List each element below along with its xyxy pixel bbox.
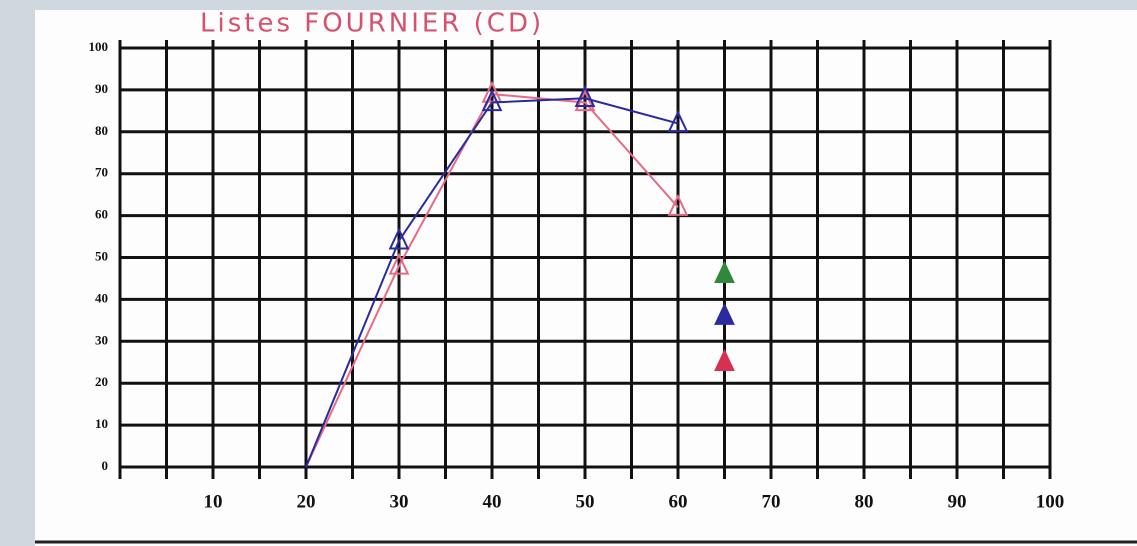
marker bbox=[667, 193, 689, 216]
x-tick-label: 20 bbox=[297, 491, 316, 512]
point-marker bbox=[714, 348, 735, 371]
line bbox=[305, 97, 679, 468]
y-tick-label: 30 bbox=[95, 332, 108, 347]
marker bbox=[481, 89, 503, 112]
line bbox=[305, 93, 679, 468]
x-tick-label: 50 bbox=[576, 491, 595, 512]
marker bbox=[388, 227, 410, 250]
y-tick-label: 0 bbox=[102, 458, 109, 473]
y-tick-label: 100 bbox=[89, 39, 109, 54]
y-tick-label: 50 bbox=[95, 248, 108, 263]
marker bbox=[574, 89, 596, 112]
x-tick-label: 90 bbox=[948, 491, 967, 512]
x-tick-label: 40 bbox=[483, 491, 502, 512]
x-tick-label: 80 bbox=[855, 491, 874, 512]
y-tick-label: 20 bbox=[95, 374, 108, 389]
x-tick-label: 100 bbox=[1036, 491, 1065, 512]
x-tick-label: 70 bbox=[762, 491, 781, 512]
marker bbox=[667, 110, 689, 133]
y-tick-label: 80 bbox=[95, 123, 108, 138]
x-tick-label: 30 bbox=[390, 491, 409, 512]
point-marker bbox=[714, 260, 735, 283]
x-tick-label: 10 bbox=[204, 491, 223, 512]
y-tick-label: 70 bbox=[95, 165, 108, 180]
y-tick-label: 40 bbox=[95, 290, 108, 305]
y-tick-label: 10 bbox=[95, 416, 108, 431]
y-tick-label: 90 bbox=[95, 81, 108, 96]
marker bbox=[574, 84, 596, 107]
marker bbox=[388, 252, 410, 275]
x-tick-label: 60 bbox=[669, 491, 688, 512]
y-tick-label: 60 bbox=[95, 207, 108, 222]
point-marker bbox=[714, 302, 735, 325]
chart-title: Listes FOURNIER (CD) bbox=[200, 9, 544, 39]
